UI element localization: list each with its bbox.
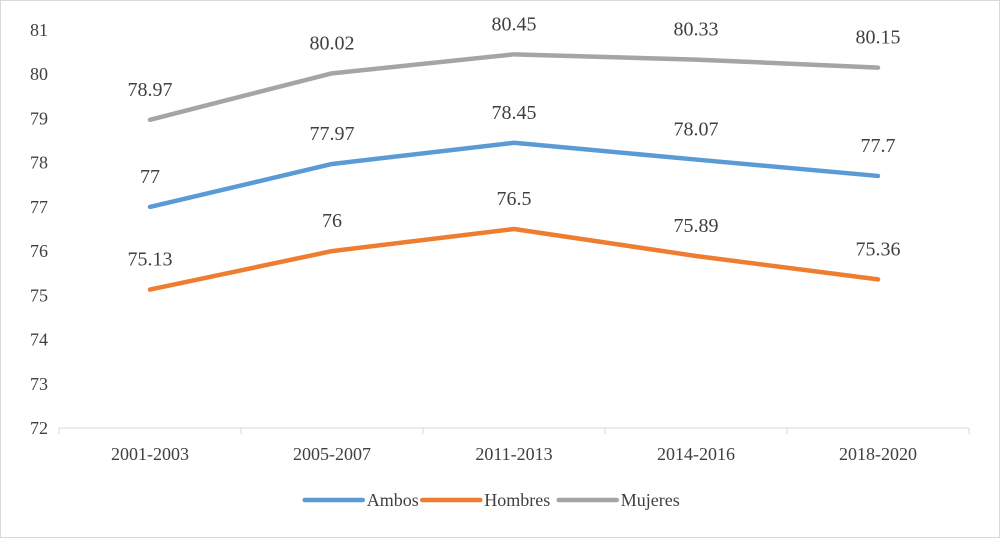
series-line-hombres bbox=[147, 226, 881, 292]
legend-label-ambos: Ambos bbox=[367, 490, 419, 510]
data-label-hombres: 76.5 bbox=[497, 188, 532, 210]
y-tick-label: 80 bbox=[30, 64, 48, 84]
y-tick-label: 78 bbox=[30, 153, 48, 173]
legend-label-mujeres: Mujeres bbox=[621, 490, 680, 510]
y-tick-label: 81 bbox=[30, 20, 48, 40]
y-tick-label: 73 bbox=[30, 374, 48, 394]
data-label-ambos: 77 bbox=[140, 166, 160, 188]
legend-label-hombres: Hombres bbox=[484, 490, 550, 510]
y-tick-label: 79 bbox=[30, 108, 48, 128]
data-label-mujeres: 80.02 bbox=[310, 32, 355, 54]
data-label-mujeres: 80.33 bbox=[674, 19, 719, 41]
x-tick-label: 2018-2020 bbox=[839, 444, 917, 464]
x-tick-label: 2014-2016 bbox=[657, 444, 735, 464]
y-tick-label: 72 bbox=[30, 418, 48, 438]
y-tick-label: 75 bbox=[30, 285, 48, 305]
data-label-ambos: 77.7 bbox=[861, 135, 896, 157]
data-label-hombres: 75.13 bbox=[128, 249, 173, 271]
x-tick-label: 2011-2013 bbox=[475, 444, 552, 464]
data-label-ambos: 78.45 bbox=[492, 102, 537, 124]
data-label-hombres: 75.36 bbox=[856, 238, 901, 260]
y-tick-label: 77 bbox=[30, 197, 48, 217]
data-label-mujeres: 78.97 bbox=[128, 79, 173, 101]
data-label-hombres: 75.89 bbox=[674, 215, 719, 237]
x-tick-label: 2005-2007 bbox=[293, 444, 371, 464]
y-tick-label: 74 bbox=[30, 330, 48, 350]
y-tick-label: 76 bbox=[30, 241, 48, 261]
data-label-hombres: 76 bbox=[322, 210, 342, 232]
data-label-ambos: 78.07 bbox=[674, 119, 719, 141]
x-tick-label: 2001-2003 bbox=[111, 444, 189, 464]
data-label-mujeres: 80.45 bbox=[492, 13, 537, 35]
data-label-ambos: 77.97 bbox=[310, 123, 355, 145]
data-label-mujeres: 80.15 bbox=[856, 27, 901, 49]
